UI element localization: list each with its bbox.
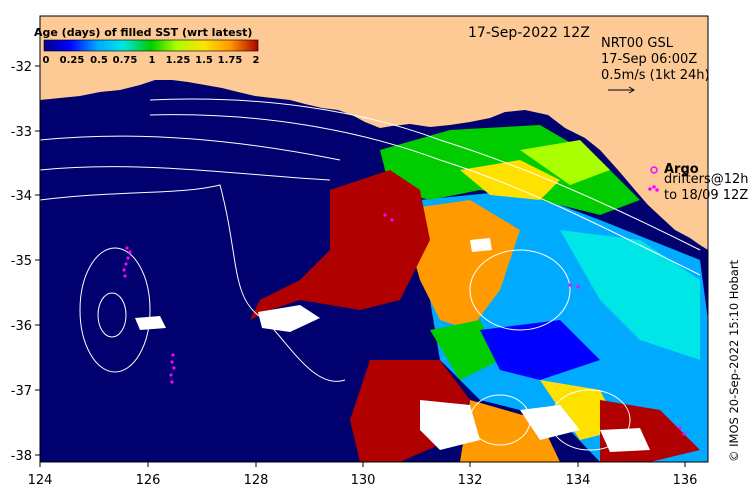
y-tick-label: -38 [11,449,32,464]
imos-credit: © IMOS 20-Sep-2022 15:10 Hobart [727,259,741,462]
drifter-legend-marker [648,185,659,192]
drifters-legend-line-1: drifters@12h [664,172,749,187]
x-tick-label: 126 [136,473,161,488]
no-data-areas [135,238,650,452]
current-contours [40,98,701,451]
y-tick-label: -32 [11,60,32,75]
y-tick-label: -35 [11,254,32,269]
product-line-2: 17-Sep 06:00Z [601,52,698,67]
x-tick-label: 130 [351,473,376,488]
colorbar-tick: 0.75 [112,55,138,66]
date-label: 17-Sep-2022 12Z [468,25,590,41]
colorbar-tick: 2 [252,55,260,66]
colorbar [43,39,259,52]
y-tick-labels: -32 -33 -34 -35 -36 -37 -38 [11,60,32,464]
x-tick-label: 132 [458,473,483,488]
colorbar-tick: 1.75 [217,55,243,66]
plot-frame [39,15,709,463]
argo-legend-marker [650,166,658,174]
land-area [40,16,708,250]
colorbar-tick: 0 [42,55,50,66]
x-axis [39,462,686,467]
colorbar-tick: 0.25 [59,55,85,66]
x-tick-label: 128 [244,473,269,488]
colorbar-tick: 1.5 [195,55,213,66]
colorbar-tick: 0.5 [90,55,108,66]
y-tick-label: -33 [11,125,32,140]
y-tick-label: -36 [11,319,32,334]
y-tick-label: -34 [11,189,32,204]
y-axis [35,65,40,456]
colorbar-tick: 1.25 [165,55,191,66]
drifters-legend-line-2: to 18/09 12Z [664,188,749,203]
x-tick-labels: 124 126 128 130 132 134 136 [28,473,698,488]
product-line-3: 0.5m/s (1kt 24h) [601,68,710,83]
x-tick-label: 134 [566,473,591,488]
product-line-1: NRT00 GSL [601,36,673,51]
sst-field [250,125,708,462]
velocity-scale-arrow [608,86,635,94]
colorbar-title: Age (days) of filled SST (wrt latest) [34,26,253,39]
argo-legend-label: Argo [664,162,699,177]
y-tick-label: -37 [11,384,32,399]
x-tick-label: 124 [28,473,53,488]
x-tick-label: 136 [673,473,698,488]
argo-drifter-tracks [122,213,686,436]
colorbar-tick: 1 [148,55,156,66]
